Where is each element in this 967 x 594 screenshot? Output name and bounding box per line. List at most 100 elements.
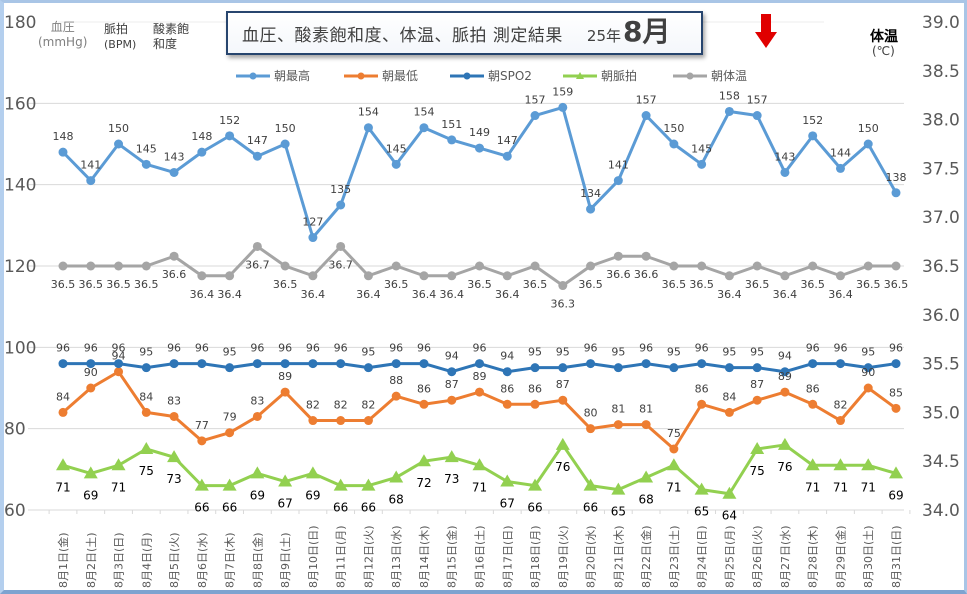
data-label: 89 xyxy=(473,370,487,383)
legend-item-spo2: 朝SPO2 xyxy=(450,67,532,84)
data-point xyxy=(197,436,207,446)
series-layer xyxy=(56,102,903,499)
data-point xyxy=(197,147,207,157)
data-label: 36.5 xyxy=(273,278,298,291)
data-label: 36.4 xyxy=(828,288,853,301)
data-label: 36.5 xyxy=(662,278,687,291)
data-point xyxy=(419,271,429,281)
data-label: 96 xyxy=(195,342,209,355)
data-label: 36.5 xyxy=(800,278,825,291)
data-label: 36.5 xyxy=(523,278,548,291)
left-axis-tick-label: 140 xyxy=(4,176,36,196)
x-axis-label: 8月5日(火) xyxy=(168,532,181,588)
data-label: 154 xyxy=(358,106,379,119)
data-label: 75 xyxy=(750,464,765,478)
data-point xyxy=(447,395,457,405)
left-axis-tick-label: 60 xyxy=(4,501,26,521)
data-label: 85 xyxy=(889,386,903,399)
data-label: 36.4 xyxy=(439,288,464,301)
data-point xyxy=(58,407,68,417)
data-label: 148 xyxy=(191,130,212,143)
data-label: 95 xyxy=(139,346,153,359)
spo2-unit: 和度 xyxy=(153,37,178,51)
data-point xyxy=(86,383,96,393)
data-point xyxy=(114,359,124,369)
data-label: 36.6 xyxy=(606,268,631,281)
data-label: 154 xyxy=(413,106,434,119)
data-label: 145 xyxy=(136,142,157,155)
data-point xyxy=(252,359,262,369)
x-axis-label: 8月17日(日) xyxy=(501,525,514,588)
data-label: 94 xyxy=(112,350,126,363)
data-point xyxy=(336,241,346,251)
x-axis-label: 8月8日(金) xyxy=(250,532,264,588)
data-point xyxy=(475,261,484,271)
data-point-triangle xyxy=(56,458,70,471)
data-point xyxy=(863,261,873,271)
data-label: 69 xyxy=(83,488,98,502)
data-point xyxy=(225,271,235,281)
data-point xyxy=(169,359,179,369)
data-label: 96 xyxy=(584,342,598,355)
data-label: 71 xyxy=(111,480,126,494)
data-label: 151 xyxy=(441,118,462,131)
data-label: 68 xyxy=(638,492,653,506)
data-point xyxy=(558,102,568,112)
data-label: 72 xyxy=(416,476,431,490)
x-axis-label: 8月4日(月) xyxy=(140,532,153,588)
data-point xyxy=(86,359,96,369)
data-label: 96 xyxy=(417,342,431,355)
legend-item-temperature: 朝体温 xyxy=(673,67,747,84)
data-label: 86 xyxy=(500,382,514,395)
data-point xyxy=(780,271,790,281)
data-label: 96 xyxy=(250,342,264,355)
data-point xyxy=(641,420,651,430)
data-label: 143 xyxy=(164,150,185,163)
data-label: 71 xyxy=(55,480,70,494)
data-point xyxy=(808,359,818,369)
legend-marker-circle-icon xyxy=(673,72,707,79)
data-label: 36.4 xyxy=(717,288,742,301)
data-label: 86 xyxy=(806,382,820,395)
legend-marker-circle-icon xyxy=(236,72,270,79)
data-label: 147 xyxy=(247,134,268,147)
data-point xyxy=(891,261,901,271)
data-point xyxy=(391,261,401,271)
data-point xyxy=(141,261,151,271)
data-point xyxy=(419,359,429,369)
right-axis-tick-label: 38.5 xyxy=(922,62,960,82)
left-axis-unit-spo2: 酸素飽 和度 xyxy=(153,22,189,52)
data-label: 87 xyxy=(556,378,570,391)
data-label: 150 xyxy=(275,122,296,135)
data-label: 96 xyxy=(112,342,126,355)
gridlines xyxy=(28,21,911,514)
data-point xyxy=(724,407,734,417)
data-label: 86 xyxy=(417,382,431,395)
legend-item-diastolic: 朝最低 xyxy=(344,67,418,84)
data-label: 79 xyxy=(223,411,237,424)
left-axis-tick-label: 120 xyxy=(4,257,36,277)
legend-item-systolic: 朝最高 xyxy=(236,67,310,84)
spo2-label: 酸素飽 xyxy=(153,22,190,36)
x-axis-label: 8月1日(金) xyxy=(56,532,70,588)
data-point xyxy=(447,367,457,377)
data-label: 94 xyxy=(500,350,514,363)
x-axis-label: 8月25日(月) xyxy=(723,525,736,588)
chart-title: 血圧、酸素飽和度、体温、脈拍 測定結果 xyxy=(242,26,563,46)
pulse-label: 脈拍 xyxy=(104,22,129,36)
left-axis-unit-bp: 血圧 (mmHg) xyxy=(38,20,87,50)
data-label: 150 xyxy=(108,122,129,135)
data-label: 148 xyxy=(53,130,74,143)
data-label: 65 xyxy=(694,505,709,519)
data-point-triangle xyxy=(305,466,320,479)
data-label: 95 xyxy=(556,346,570,359)
data-point xyxy=(835,271,845,281)
right-axis-tick-label: 39.0 xyxy=(922,13,960,33)
data-point xyxy=(363,123,373,133)
x-axis-label: 8月14日(木) xyxy=(418,525,431,588)
left-axis-tick-label: 80 xyxy=(4,420,26,440)
data-point xyxy=(197,359,207,369)
data-point-triangle xyxy=(389,470,404,483)
data-point xyxy=(58,261,68,271)
